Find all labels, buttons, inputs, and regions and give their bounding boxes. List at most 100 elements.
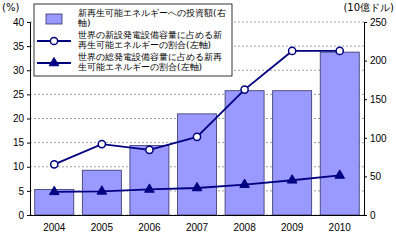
marker — [241, 86, 248, 93]
marker — [146, 146, 153, 153]
tick: 250 — [364, 17, 387, 28]
tick-label: 200 — [370, 55, 387, 66]
tick-mark — [27, 22, 30, 23]
y2-axis: 0 50 100 150 200 250 — [364, 17, 387, 221]
tick: 50 — [364, 171, 382, 182]
marker — [49, 186, 59, 194]
tick-mark — [364, 176, 367, 177]
tick-label: 0 — [18, 210, 24, 221]
bar — [225, 91, 264, 215]
axis-line — [27, 23, 31, 216]
marker — [145, 184, 155, 192]
tick: 100 — [364, 133, 387, 144]
axis-title: (%) — [2, 2, 19, 13]
tick-mark — [27, 46, 30, 47]
marker — [51, 161, 58, 168]
tick-label: 150 — [370, 94, 387, 105]
bar — [177, 114, 216, 215]
tick-mark — [27, 70, 30, 71]
tick-label: 35 — [13, 41, 25, 52]
tick-mark — [364, 138, 367, 139]
tick: 5 — [18, 186, 30, 197]
marker — [97, 186, 107, 194]
line — [54, 51, 339, 164]
legend-label-line: 再生可能エネルギーの割合(左軸) — [78, 40, 211, 50]
tick: 2008 — [233, 222, 256, 233]
tick: 2010 — [329, 222, 352, 233]
tick: 150 — [364, 94, 387, 105]
axis-line — [365, 23, 368, 216]
tick: 2006 — [138, 222, 161, 233]
bar — [130, 146, 169, 215]
tick-label: 40 — [13, 17, 25, 28]
axis-title: (10億ドル) — [343, 2, 394, 13]
legend-marker — [49, 57, 59, 65]
tick-mark — [27, 191, 30, 192]
tick: 20 — [13, 113, 30, 124]
tick: 30 — [13, 65, 30, 76]
tick-label: 10 — [13, 161, 25, 172]
tick-label: 2006 — [138, 222, 161, 233]
tick: 15 — [13, 137, 30, 148]
tick-mark — [27, 167, 30, 168]
marker — [289, 47, 296, 54]
bar — [273, 91, 312, 215]
marker — [287, 175, 297, 183]
tick: 0 — [18, 210, 30, 221]
bar — [320, 52, 359, 215]
tick-mark — [27, 119, 30, 120]
marker — [192, 182, 202, 190]
legend-swatch — [46, 14, 62, 24]
legend-marker — [50, 37, 57, 44]
tick: 2004 — [43, 222, 66, 233]
marker — [193, 133, 200, 140]
legend-label-line: 生可能エネルギーの割合(左軸) — [78, 62, 202, 72]
y-axis: 0 5 10 15 20 25 30 35 40 — [13, 17, 31, 221]
tick: 2007 — [186, 222, 209, 233]
line — [54, 175, 339, 191]
bar — [82, 170, 121, 215]
tick-label: 50 — [370, 171, 382, 182]
legend-box — [34, 4, 232, 76]
tick-mark — [27, 215, 30, 216]
tick-label: 5 — [18, 186, 24, 197]
axis-line — [31, 215, 365, 216]
legend: 新再生可能エネルギーへの投資額(右軸)世界の新設発電設備容量に占める新再生可能エ… — [34, 4, 232, 76]
legend-label-line: 世界の新設発電設備容量に占める新 — [78, 30, 222, 40]
legend-label: 新再生可能エネルギーへの投資額(右軸) — [78, 8, 226, 28]
tick: 25 — [13, 89, 30, 100]
tick-mark — [364, 99, 367, 100]
tick-label: 25 — [13, 89, 25, 100]
legend-label: 世界の新設発電設備容量に占める新再生可能エネルギーの割合(左軸) — [78, 30, 222, 50]
legend-label-line: 世界の総発電設備容量に占める新再 — [78, 52, 222, 62]
tick-mark — [364, 61, 367, 62]
marker — [336, 47, 343, 54]
tick: 200 — [364, 55, 387, 66]
tick-label: 20 — [13, 113, 25, 124]
legend-label-line: 軸) — [78, 18, 91, 28]
legend-label-line: 新再生可能エネルギーへの投資額(右 — [78, 8, 226, 18]
tick: 35 — [13, 41, 30, 52]
tick: 2009 — [281, 222, 304, 233]
tick: 2005 — [91, 222, 114, 233]
tick-mark — [27, 143, 30, 144]
tick: 0 — [364, 210, 376, 221]
tick-label: 15 — [13, 137, 25, 148]
tick-label: 2008 — [233, 222, 256, 233]
marker — [98, 140, 105, 147]
tick: 40 — [13, 17, 30, 28]
tick-label: 2007 — [186, 222, 209, 233]
tick-label: 2004 — [43, 222, 66, 233]
chart: 0510152025303540050100150200250200420052… — [0, 0, 396, 247]
tick-label: 100 — [370, 133, 387, 144]
x-axis: 2004 2005 2006 2007 2008 2009 2010 — [31, 216, 365, 234]
marker — [335, 170, 345, 178]
tick-label: 0 — [370, 210, 376, 221]
marker — [240, 179, 250, 187]
tick: 10 — [13, 161, 30, 172]
tick-label: 2010 — [329, 222, 352, 233]
tick-label: 2009 — [281, 222, 304, 233]
tick-label: 30 — [13, 65, 25, 76]
tick-mark — [27, 94, 30, 95]
tick-label: 250 — [370, 17, 387, 28]
